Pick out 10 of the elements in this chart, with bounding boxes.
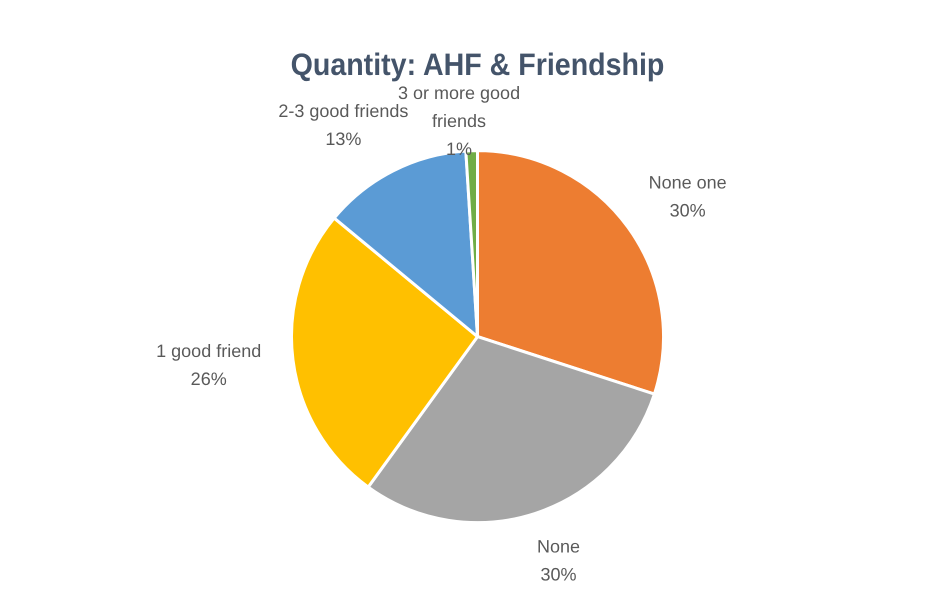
- data-label: 30%: [670, 200, 706, 221]
- data-label: 30%: [540, 564, 577, 584]
- slice-label: None one: [648, 172, 727, 193]
- data-label: 13%: [325, 129, 362, 150]
- data-label: 1%: [446, 138, 472, 159]
- data-label: 26%: [190, 369, 227, 390]
- slice-label: None: [537, 536, 580, 556]
- slice-label: 1 good friend: [156, 341, 262, 362]
- slice-label: 2-3 good friends: [278, 101, 408, 122]
- chart-title: Quantity: AHF & Friendship: [290, 48, 664, 82]
